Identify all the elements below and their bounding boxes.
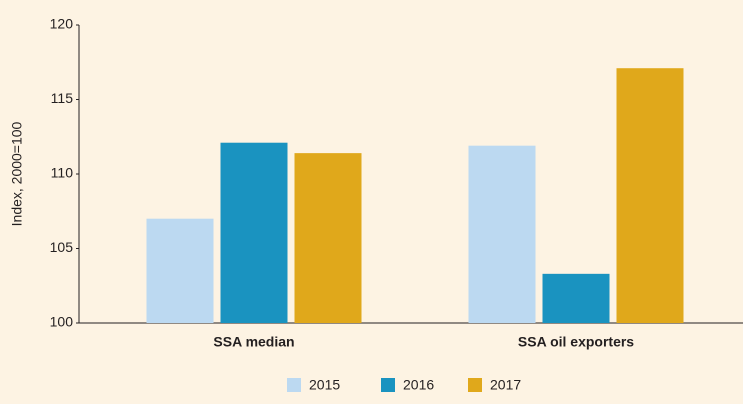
legend-label: 2016 bbox=[403, 377, 434, 393]
legend-swatch bbox=[287, 378, 301, 392]
y-axis-label: Index, 2000=100 bbox=[9, 121, 25, 226]
y-tick-label: 115 bbox=[51, 90, 74, 106]
legend-swatch bbox=[468, 378, 482, 392]
x-tick-label: SSA oil exporters bbox=[518, 334, 634, 350]
bar bbox=[220, 142, 288, 323]
legend-swatch bbox=[381, 378, 395, 392]
bar bbox=[294, 153, 362, 323]
x-tick-label: SSA median bbox=[213, 334, 294, 350]
legend-label: 2017 bbox=[490, 377, 521, 393]
y-tick-label: 120 bbox=[50, 16, 74, 32]
bar bbox=[468, 145, 536, 323]
bar bbox=[616, 68, 684, 324]
bar bbox=[542, 273, 610, 323]
y-tick-label: 100 bbox=[50, 314, 74, 330]
legend-label: 2015 bbox=[309, 377, 340, 393]
y-tick-label: 105 bbox=[50, 239, 74, 255]
y-tick-label: 110 bbox=[51, 165, 74, 181]
bar bbox=[146, 218, 214, 323]
